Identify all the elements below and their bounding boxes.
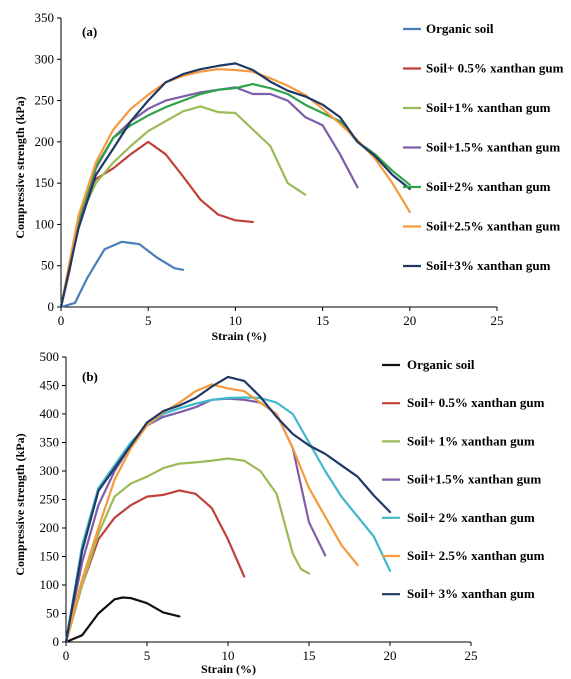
legend: Organic soil Soil+ 0.5% xanthan gum Soil+1… xyxy=(403,21,564,273)
y-axis-title: Compressive strength (kPa) xyxy=(13,96,27,238)
y-tick-label: 50 xyxy=(46,606,59,621)
y-axis-title: Compressive strength (kPa) xyxy=(13,433,27,575)
chart-panel-2: 0 50 100 150 200 250 300 350 400 450 500 0 5 10 15 20 25… xyxy=(13,349,545,676)
y-tick-label: 250 xyxy=(35,93,55,108)
y-tick-label: 100 xyxy=(35,216,55,231)
series-line-5 xyxy=(64,396,392,644)
legend-label: Soil+1% xanthan gum xyxy=(426,100,551,115)
y-tick-label: 150 xyxy=(35,175,55,190)
x-tick-label: 25 xyxy=(465,648,478,663)
chart-panel-1: 0 50 100 150 200 250 300 350 0 5 10 15 20 25 Strain (%… xyxy=(13,10,564,343)
x-tick-label: 25 xyxy=(491,313,504,328)
y-tick-label: 100 xyxy=(40,577,60,592)
x-axis-title: Strain (%) xyxy=(201,662,256,676)
series-line-2 xyxy=(59,140,254,309)
y-tick-label: 150 xyxy=(40,549,60,564)
x-tick-label: 20 xyxy=(403,313,416,328)
x-tick-label: 20 xyxy=(384,648,397,663)
legend-label: Soil+2% xanthan gum xyxy=(426,179,551,194)
legend-label: Soil+1.5% xanthan gum xyxy=(407,472,541,487)
x-tick-label: 10 xyxy=(229,313,242,328)
x-tick-label: 10 xyxy=(222,648,235,663)
legend-label: Soil+ 1% xanthan gum xyxy=(407,433,535,448)
series-line-1 xyxy=(59,240,185,309)
y-tick-label: 300 xyxy=(35,51,55,66)
x-tick-label: 15 xyxy=(303,648,316,663)
legend-label: Soil+ 3% xanthan gum xyxy=(407,586,535,601)
x-tick-label: 0 xyxy=(63,648,70,663)
series-line-7 xyxy=(64,375,392,644)
series-line-2 xyxy=(64,489,246,644)
y-tick-label: 350 xyxy=(40,435,60,450)
y-tick-label: 50 xyxy=(41,258,54,273)
x-tick-label: 5 xyxy=(145,313,152,328)
series-line-5 xyxy=(59,83,411,309)
y-tick-label: 300 xyxy=(40,463,60,478)
legend-label: Soil+1.5% xanthan gum xyxy=(426,140,560,155)
panel-label: (a) xyxy=(82,24,97,39)
legend-label: Soil+2.5% xanthan gum xyxy=(426,219,560,234)
y-tick-label: 350 xyxy=(35,10,55,25)
y-tick-label: 450 xyxy=(40,378,60,393)
y-tick-label: 200 xyxy=(35,134,55,149)
series-line-3 xyxy=(59,105,307,309)
x-axis-title: Strain (%) xyxy=(212,329,267,343)
y-tick-label: 500 xyxy=(40,349,60,364)
series-line-3 xyxy=(64,457,311,644)
y-tick-label: 0 xyxy=(53,634,60,649)
legend-label: Soil+ 2% xanthan gum xyxy=(407,510,535,525)
legend-label: Organic soil xyxy=(407,357,475,372)
x-tick-label: 15 xyxy=(316,313,329,328)
legend-label: Organic soil xyxy=(426,21,494,36)
series-line-6 xyxy=(64,383,359,644)
series-line-4 xyxy=(59,86,359,309)
y-tick-label: 400 xyxy=(40,406,60,421)
legend-label: Soil+ 2.5% xanthan gum xyxy=(407,548,545,563)
y-tick-label: 200 xyxy=(40,520,60,535)
panel-label: (b) xyxy=(82,369,98,384)
legend-label: Soil+ 0.5% xanthan gum xyxy=(407,395,545,410)
y-tick-label: 0 xyxy=(48,299,55,314)
x-tick-label: 0 xyxy=(58,313,65,328)
y-tick-label: 250 xyxy=(40,492,60,507)
x-tick-label: 5 xyxy=(144,648,151,663)
legend: Organic soil Soil+ 0.5% xanthan gum Soil+ … xyxy=(382,357,545,601)
series-line-7 xyxy=(59,62,411,309)
legend-label: Soil+ 0.5% xanthan gum xyxy=(426,61,564,76)
series-line-1 xyxy=(64,596,181,644)
legend-label: Soil+3% xanthan gum xyxy=(426,258,551,273)
